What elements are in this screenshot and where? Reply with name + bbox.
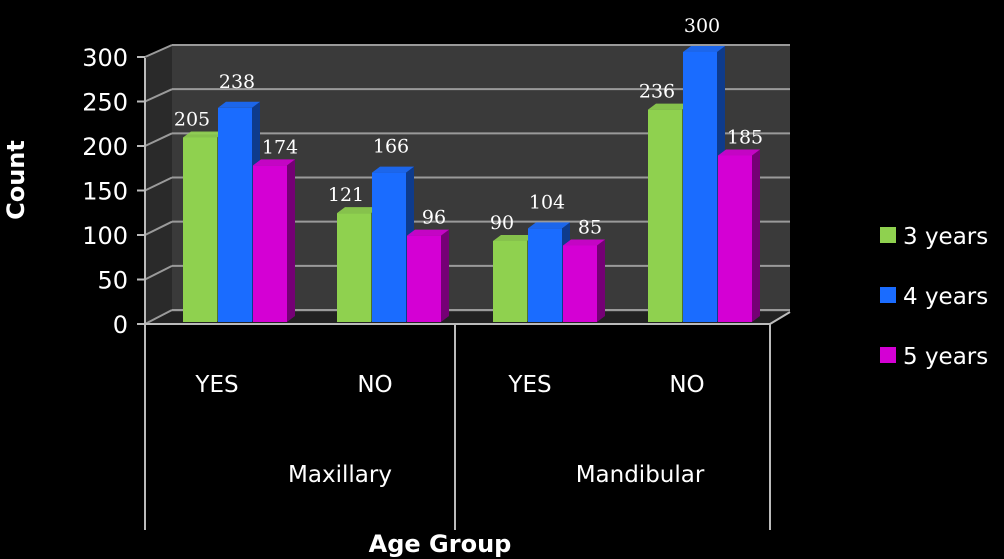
bar (528, 228, 562, 322)
bar-top (528, 222, 570, 229)
gridline-side (144, 44, 173, 58)
bar-top (372, 166, 414, 173)
bar (372, 172, 406, 322)
y-tick-label: 150 (82, 178, 128, 206)
y-tick-label: 250 (82, 89, 128, 117)
bar (683, 52, 717, 322)
bar (407, 235, 441, 322)
bar-top (563, 239, 605, 246)
bar (563, 245, 597, 322)
bar-top (253, 159, 295, 166)
legend-swatch (880, 287, 896, 303)
legend: 3 years 4 years 5 years (880, 224, 988, 370)
data-label: 300 (684, 15, 720, 37)
category-label: NO (669, 372, 704, 398)
bar (253, 165, 287, 322)
bar-top (407, 229, 449, 236)
data-label: 238 (219, 71, 255, 93)
bar (718, 155, 752, 322)
bar-side (441, 229, 449, 322)
legend-swatch (880, 227, 896, 243)
gridline-side (144, 309, 173, 325)
bar (648, 109, 682, 322)
bar-top (493, 235, 535, 241)
bar-top (337, 207, 379, 214)
y-tick-label: 0 (113, 311, 128, 339)
data-label: 96 (422, 207, 446, 229)
y-tick-label: 100 (82, 222, 128, 250)
gridline-side (144, 220, 173, 236)
data-label: 90 (490, 212, 514, 234)
data-label: 166 (373, 136, 409, 158)
legend-label: 3 years (903, 224, 988, 250)
gridline-side (144, 176, 173, 192)
data-label: 174 (262, 136, 298, 158)
bar (218, 107, 252, 322)
y-tick-label: 200 (82, 133, 128, 161)
floor-edge (769, 311, 791, 325)
bar-top (648, 103, 690, 110)
data-label: 121 (328, 184, 364, 206)
gridline-side (144, 132, 173, 147)
data-label: 104 (529, 191, 565, 213)
bar-top (683, 46, 725, 52)
floor (145, 312, 790, 324)
bar-side (597, 239, 605, 322)
bar-top (218, 101, 260, 108)
bar-side (752, 149, 760, 322)
data-label: 85 (578, 217, 602, 239)
bar (183, 137, 217, 322)
gridline-side (144, 264, 173, 281)
y-tick-label: 300 (82, 44, 128, 72)
legend-label: 4 years (903, 284, 988, 310)
category-axis: YES NO YES NO Maxillary Mandibular (144, 311, 791, 530)
x-axis-title: Age Group (369, 530, 512, 558)
category-label: NO (357, 372, 392, 398)
bar-top (718, 149, 760, 156)
legend-label: 5 years (903, 344, 988, 370)
group-label: Maxillary (288, 462, 392, 488)
bar (493, 241, 527, 322)
category-label: YES (507, 372, 551, 398)
gridline-side (144, 88, 173, 103)
data-label: 205 (174, 109, 210, 131)
legend-swatch (880, 347, 896, 363)
data-label: 185 (727, 127, 763, 149)
y-tick-label: 50 (97, 267, 128, 295)
y-axis-title: Count (2, 140, 30, 220)
bar-top (183, 131, 225, 138)
bar (337, 213, 371, 322)
category-label: YES (194, 372, 238, 398)
group-label: Mandibular (576, 462, 705, 488)
bar-side (287, 159, 295, 322)
data-label: 236 (639, 81, 675, 103)
